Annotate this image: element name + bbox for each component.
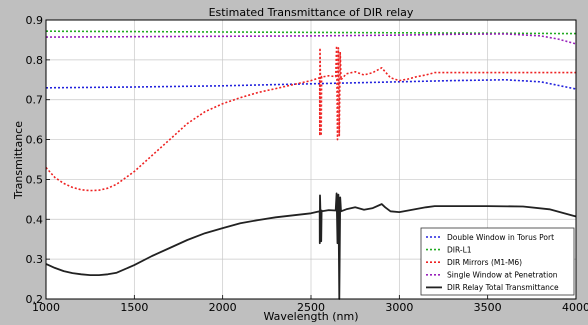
y-tick-label: 0.6 <box>26 134 44 147</box>
legend-entry: DIR Relay Total Transmittance <box>447 283 559 292</box>
y-tick-label: 0.5 <box>26 173 44 186</box>
x-tick-label: 4000 <box>562 301 588 314</box>
chart-title: Estimated Transmittance of DIR relay <box>209 6 414 19</box>
legend-entry: DIR Mirrors (M1-M6) <box>447 258 522 267</box>
x-tick-label: 1500 <box>120 301 148 314</box>
x-tick-label: 3000 <box>385 301 413 314</box>
series-line-3 <box>45 45 576 192</box>
legend-entry: Single Window at Penetration <box>447 271 558 280</box>
y-axis-title: Transmittance <box>12 121 25 200</box>
y-tick-label: 0.2 <box>26 293 44 306</box>
x-tick-label: 2500 <box>297 301 325 314</box>
legend: Double Window in Torus Port DIR-L1 DIR Mir… <box>420 227 575 296</box>
y-tick-label: 0.3 <box>26 253 44 266</box>
series-line-1 <box>45 79 577 90</box>
tick-labels: 1000 1500 2000 2500 3000 3500 4000 0.2 0.3 0.4 0.5… <box>26 14 588 314</box>
y-tick-label: 0.8 <box>26 54 44 67</box>
x-tick-label: 2000 <box>209 301 237 314</box>
x-tick-label: 3500 <box>474 301 502 314</box>
legend-entry: Double Window in Torus Port <box>447 233 554 242</box>
x-tick-label: 1000 <box>32 301 60 314</box>
series-line-2 <box>45 30 577 35</box>
legend-box <box>420 227 575 296</box>
y-tick-label: 0.4 <box>26 213 44 226</box>
series-line-4 <box>45 33 577 45</box>
y-tick-label: 0.7 <box>26 94 44 107</box>
series-lines <box>45 30 577 300</box>
series-line-5 <box>45 192 577 300</box>
legend-entry: DIR-L1 <box>447 245 472 254</box>
y-tick-label: 0.9 <box>26 14 44 27</box>
x-axis-title: Wavelength (nm) <box>263 310 358 323</box>
